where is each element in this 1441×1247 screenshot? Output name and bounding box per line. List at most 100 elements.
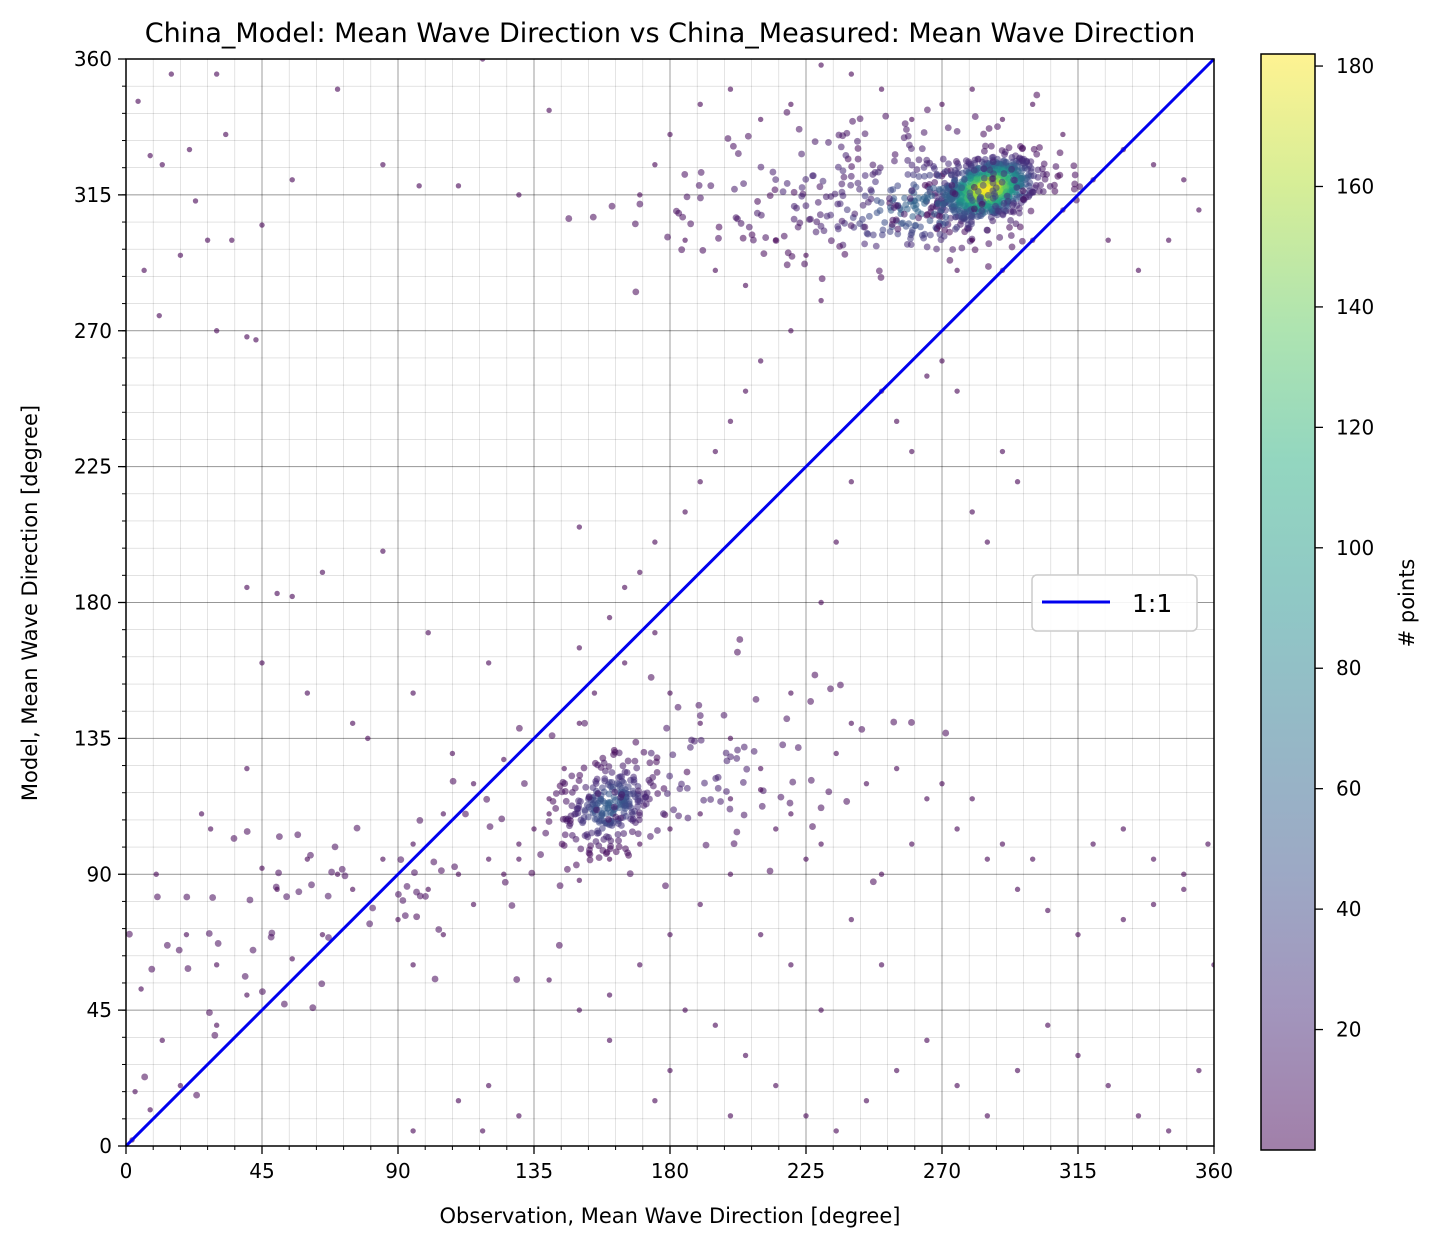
colorbar-ticks: 20 40 60 80 100 120 140 160 180 bbox=[1315, 54, 1374, 1042]
y-tick-label: 0 bbox=[99, 1134, 112, 1158]
scatter-point bbox=[259, 222, 265, 228]
density-point bbox=[740, 811, 748, 819]
scatter-point bbox=[848, 71, 855, 77]
density-point bbox=[636, 200, 644, 208]
density-point bbox=[696, 712, 704, 719]
scatter-point bbox=[773, 1082, 779, 1089]
density-point bbox=[678, 246, 686, 254]
density-point bbox=[571, 810, 579, 818]
scatter-point bbox=[1135, 267, 1142, 274]
density-point bbox=[712, 775, 720, 782]
density-point bbox=[769, 168, 777, 176]
scatter-point bbox=[183, 931, 190, 938]
density-point bbox=[842, 151, 850, 159]
density-point bbox=[660, 810, 667, 818]
density-point bbox=[933, 170, 941, 178]
density-point bbox=[998, 178, 1006, 186]
density-point bbox=[1010, 176, 1018, 184]
density-point bbox=[937, 236, 945, 244]
density-point bbox=[847, 222, 855, 230]
density-point bbox=[936, 212, 943, 220]
scatter-point bbox=[682, 237, 688, 243]
scatter-point bbox=[667, 826, 673, 832]
scatter-point bbox=[697, 720, 703, 726]
density-point bbox=[416, 817, 424, 824]
density-point bbox=[861, 172, 869, 179]
density-point bbox=[702, 841, 710, 849]
density-point bbox=[268, 929, 276, 937]
density-point bbox=[309, 1004, 317, 1012]
density-point bbox=[861, 223, 869, 231]
density-point bbox=[783, 715, 791, 723]
scatter-point bbox=[999, 448, 1006, 455]
density-point bbox=[827, 193, 835, 200]
density-point bbox=[565, 215, 573, 222]
density-point bbox=[906, 195, 914, 202]
density-point bbox=[498, 815, 506, 823]
density-point bbox=[749, 236, 757, 244]
scatter-point bbox=[516, 841, 522, 847]
density-point bbox=[839, 167, 847, 175]
scatter-point bbox=[757, 116, 764, 123]
y-tick-label: 45 bbox=[87, 998, 112, 1022]
x-tick-label: 315 bbox=[1059, 1159, 1097, 1183]
density-point bbox=[948, 182, 956, 189]
density-point bbox=[1043, 170, 1051, 178]
scatter-point bbox=[878, 86, 885, 92]
y-axis-ticks: 0 45 90 135 180 225 270 315 360 bbox=[74, 47, 126, 1158]
density-point bbox=[632, 738, 640, 746]
density-point bbox=[580, 764, 588, 772]
density-point bbox=[834, 163, 842, 171]
density-point bbox=[960, 175, 968, 183]
density-point bbox=[1039, 165, 1046, 173]
density-point bbox=[646, 759, 654, 767]
scatter-point bbox=[132, 1088, 138, 1095]
colorbar-frame bbox=[1260, 53, 1316, 1151]
density-point bbox=[608, 769, 616, 776]
density-point bbox=[654, 790, 662, 797]
scatter-point bbox=[135, 98, 141, 104]
scatter-point bbox=[1105, 1082, 1111, 1089]
density-point bbox=[790, 188, 798, 196]
density-point bbox=[715, 223, 723, 231]
density-point bbox=[933, 245, 940, 253]
density-point bbox=[431, 975, 439, 983]
scatter-point bbox=[818, 297, 824, 304]
scatter-point bbox=[773, 237, 779, 243]
density-point bbox=[592, 838, 600, 845]
density-point bbox=[994, 123, 1001, 131]
density-point bbox=[1016, 154, 1024, 162]
scatter-point bbox=[909, 448, 915, 455]
density-point bbox=[923, 243, 931, 251]
scatter-point bbox=[757, 931, 764, 938]
density-point bbox=[913, 166, 921, 173]
density-point bbox=[595, 818, 603, 826]
density-point bbox=[577, 845, 585, 853]
density-point bbox=[898, 220, 905, 228]
density-point bbox=[1076, 183, 1084, 191]
density-point bbox=[869, 878, 877, 886]
scatter-point bbox=[637, 962, 643, 968]
scatter-point bbox=[637, 841, 643, 847]
density-point bbox=[858, 725, 866, 733]
density-point bbox=[734, 648, 741, 656]
density-point bbox=[399, 897, 407, 904]
density-point bbox=[615, 843, 623, 851]
density-point bbox=[610, 793, 618, 801]
density-point bbox=[816, 183, 824, 191]
scatter-point bbox=[652, 1098, 658, 1104]
density-point bbox=[679, 213, 687, 221]
density-point bbox=[724, 135, 732, 142]
density-point bbox=[941, 226, 949, 234]
density-point bbox=[635, 787, 642, 795]
density-point bbox=[707, 796, 715, 803]
density-point bbox=[697, 736, 705, 744]
density-point bbox=[994, 207, 1002, 215]
density-point bbox=[608, 202, 616, 210]
density-point bbox=[788, 252, 796, 260]
density-point bbox=[214, 940, 222, 947]
scatter-point bbox=[244, 992, 250, 998]
density-point bbox=[700, 796, 708, 804]
density-point bbox=[1018, 145, 1026, 153]
density-point bbox=[865, 212, 873, 220]
